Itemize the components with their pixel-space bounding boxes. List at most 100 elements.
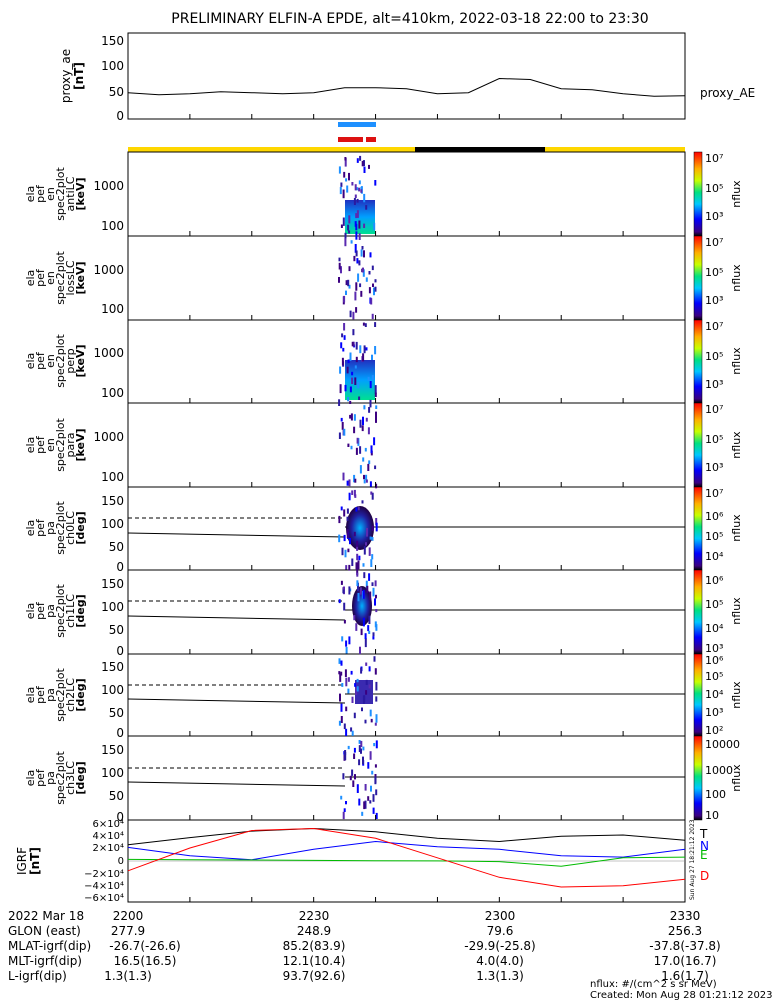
flux-speckle [368,615,371,624]
flux-speckle [343,295,346,303]
cb-tick: 10⁷ [705,403,723,416]
flux-speckle [343,723,346,730]
flux-speckle [372,794,375,802]
flux-speckle [351,371,354,376]
flux-speckle [360,628,363,636]
ylabel-line: ela [24,186,37,203]
cb-tick: 10⁷ [705,236,723,249]
cb-label: nflux [730,597,743,625]
ytick-label: 50 [109,540,124,554]
flux-speckle [374,580,377,587]
flux-speckle [368,547,371,556]
flux-speckle [371,265,374,271]
footer-val: 93.7(92.6) [283,969,346,983]
flux-speckle [339,187,342,195]
flux-speckle [351,377,354,384]
flux-speckle [350,727,353,732]
flux-speckle [369,481,372,487]
flux-speckle [345,280,348,286]
flux-speckle [357,593,360,602]
flux-speckle [348,284,351,289]
flux-speckle [354,377,357,385]
footer-val: 277.9 [111,924,145,938]
flux-speckle [343,335,346,340]
flux-speckle [363,474,365,480]
ytick-label: 0 [116,109,124,123]
flux-speckle [346,529,349,539]
science-zone-bar-red-1 [338,137,363,142]
panel-igrf: 6×10⁴ 4×10⁴ 2×10⁴ 0 −2×10⁴ −4×10⁴ −6×10⁴… [15,819,709,904]
ytick-label: −2×10⁴ [84,869,124,880]
flux-speckle [343,602,346,611]
flux-speckle [341,636,344,642]
flux-speckle [362,756,364,765]
flux-speckle [349,310,352,318]
flux-speckle [372,636,375,640]
flux-speckle [343,534,346,542]
flux-speckle [363,572,366,579]
flux-speckle [340,342,343,349]
footer-val: 1.6(1.7) [661,969,709,983]
flux-speckle [351,182,354,186]
ytick-label: 150 [101,34,124,48]
flux-speckle [338,166,341,174]
flux-speckle [369,252,372,258]
ylabel-line: pef [34,768,47,787]
ylabel-line: [deg] [74,594,87,627]
ylabel-line: [deg] [74,511,87,544]
flux-speckle [361,246,364,250]
flux-speckle [348,266,351,272]
flux-speckle [356,158,359,163]
flux-speckle [356,437,359,444]
panel-en-antilc: 1000 100 ela pef en spec2plot antiLC [ke… [24,151,686,237]
flux-speckle [342,472,345,481]
flux-speckle [373,743,376,747]
footer-val: 16.5(16.5) [114,954,177,968]
colorbar-pa-ch0lc [693,486,703,571]
flux-speckle [370,785,372,792]
footer-val: 12.1(10.4) [283,954,346,968]
flux-speckle [368,630,371,634]
flux-speckle [356,540,359,547]
footer-val: 256.3 [668,924,702,938]
flux-speckle [375,789,378,796]
cb-tick: 10⁴ [705,688,724,701]
flux-speckle [370,718,373,723]
flux-speckle [348,479,351,487]
ylabel-line: [nT] [72,62,86,90]
flux-speckle [375,518,378,526]
colorbar-pa-ch3lc [693,735,703,821]
ylabel-line: pef [34,601,47,620]
flux-speckle [365,417,368,422]
cb-tick: 10⁴ [705,550,724,563]
colorbar-en-para [693,402,703,488]
flux-speckle [347,688,350,694]
cb-tick: 10⁵ [705,266,723,279]
flux-speckle [353,198,356,205]
proxy-ae-line [127,77,686,97]
flux-speckle [349,352,352,361]
flux-speckle [353,426,356,434]
flux-speckle [339,693,341,702]
ylabel-line: spec2plot [54,668,67,722]
flux-speckle [344,549,347,558]
flux-speckle [358,180,361,185]
cb-tick: 1000 [705,764,733,777]
flux-speckle [359,465,362,474]
ytick-label: 1000 [93,263,124,277]
flux-speckle [345,801,347,805]
side-timestamp: Sun Aug 27 18:21:12 2023 [689,819,696,900]
flux-speckle [367,376,370,381]
flux-speckle [340,417,343,422]
flux-speckle [339,673,342,682]
flux-speckle [347,359,350,364]
flux-speckle [375,405,378,409]
pa-flux-blob [352,586,372,626]
flux-speckle [343,323,346,331]
ytick-label: 150 [101,494,124,508]
flux-speckle [375,411,377,420]
flux-speckle [352,329,355,336]
ylabel-line: [keV] [74,261,87,294]
flux-speckle [375,740,378,749]
flux-speckle [338,599,341,604]
